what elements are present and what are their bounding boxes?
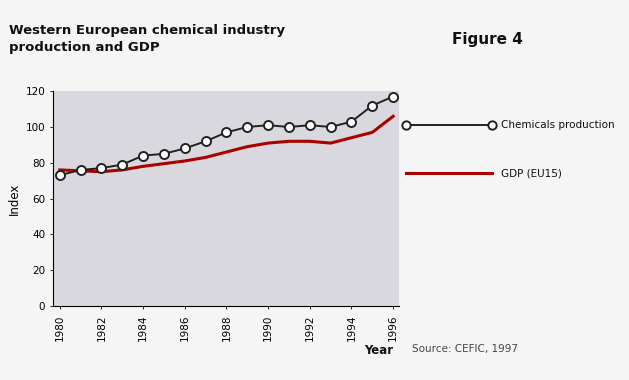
Text: Year: Year — [364, 344, 393, 357]
Text: Figure 4: Figure 4 — [452, 32, 523, 47]
Text: GDP (EU15): GDP (EU15) — [501, 168, 562, 178]
Y-axis label: Index: Index — [8, 182, 21, 215]
Text: Western European chemical industry
production and GDP: Western European chemical industry produ… — [9, 24, 284, 54]
Text: Chemicals production: Chemicals production — [501, 120, 615, 130]
Text: Source: CEFIC, 1997: Source: CEFIC, 1997 — [412, 344, 518, 354]
